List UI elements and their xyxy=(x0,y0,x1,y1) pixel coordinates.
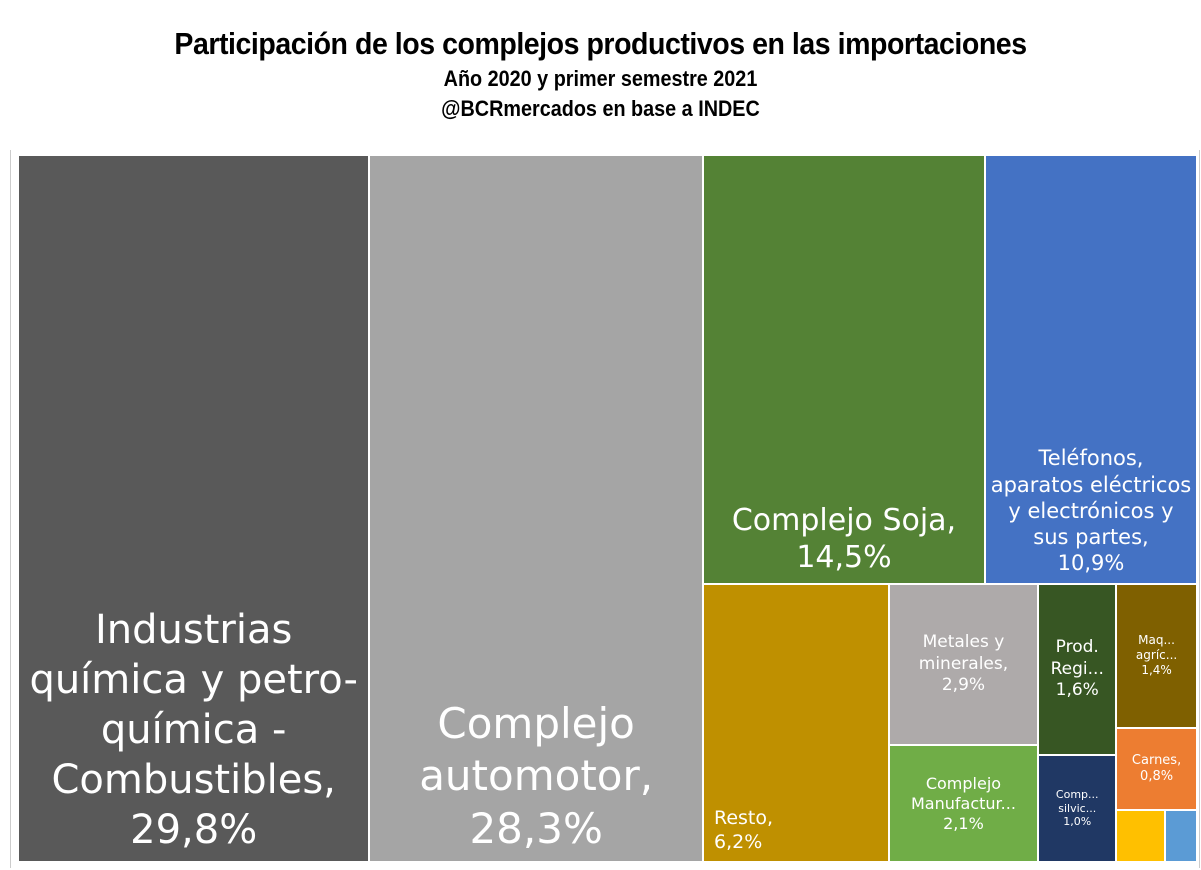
tile-label: Complejo Soja, xyxy=(731,502,957,538)
tile-label: Metales y minerales, xyxy=(918,632,1009,674)
header: Participación de los complejos productiv… xyxy=(0,0,1201,122)
tile-label: Comp... silvic... xyxy=(1055,787,1099,815)
tile-value: 1,0% xyxy=(1063,815,1092,829)
tile-label: Complejo automotor, xyxy=(419,698,654,801)
tile: Complejo automotor, 28,3% xyxy=(369,155,703,862)
tile: Metales y minerales, 2,9% xyxy=(888,583,1039,746)
tile-label: Resto, xyxy=(713,807,774,830)
tile xyxy=(1116,810,1165,862)
tile xyxy=(1164,810,1197,862)
tile: Comp... silvic... 1,0% xyxy=(1038,754,1117,862)
tile-value: 29,8% xyxy=(130,807,258,853)
frame xyxy=(10,150,1200,868)
tile-label: Maq... agríc... xyxy=(1135,633,1178,663)
tile-label: Prod. Regi... xyxy=(1050,637,1104,679)
tile: Maq... agríc... 1,4% xyxy=(1116,583,1197,728)
tile: Industrias química y petro-química - Com… xyxy=(18,155,370,862)
tile-value: 2,9% xyxy=(941,674,986,695)
tile: Carnes, 0,8% xyxy=(1116,727,1197,811)
tile: Complejo Soja, 14,5% xyxy=(702,155,985,584)
tile-value: 0,8% xyxy=(1140,769,1174,785)
chart-subtitle: Año 2020 y primer semestre 2021 xyxy=(443,66,758,91)
tile-value: 1,4% xyxy=(1141,663,1172,678)
tile-value: 10,9% xyxy=(1057,551,1125,576)
tile-label: Industrias química y petro-química - Com… xyxy=(29,607,358,803)
tile-value: 6,2% xyxy=(713,831,763,854)
tile: Prod. Regi... 1,6% xyxy=(1038,583,1117,755)
treemap: Industrias química y petro-química - Com… xyxy=(18,155,1197,862)
tile-label: Complejo Manufactur... xyxy=(911,773,1016,813)
tile-label: Carnes, xyxy=(1131,752,1182,768)
tile: Complejo Manufactur... 2,1% xyxy=(888,745,1039,862)
tile: Teléfonos, aparatos eléctricos y electró… xyxy=(985,155,1197,584)
tile: Resto, 6,2% xyxy=(702,583,889,862)
tile-value: 1,6% xyxy=(1055,679,1099,700)
tile-label: Teléfonos, aparatos eléctricos y electró… xyxy=(990,446,1192,550)
tile-value: 14,5% xyxy=(796,540,892,576)
chart-title: Participación de los complejos productiv… xyxy=(174,26,1027,61)
tile-value: 28,3% xyxy=(469,803,603,853)
tile-value: 2,1% xyxy=(943,813,984,833)
chart-subtitle: @BCRmercados en base a INDEC xyxy=(441,96,760,121)
